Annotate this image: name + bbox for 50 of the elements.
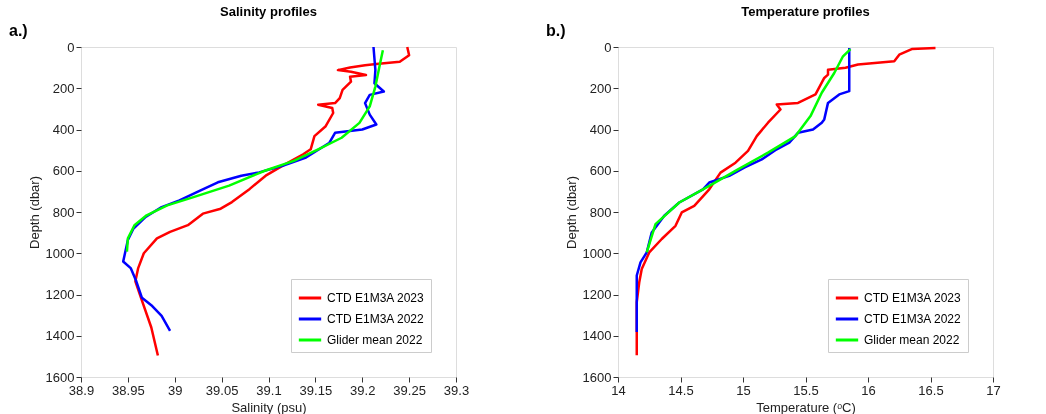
x-tick-label: 39.25	[393, 382, 426, 398]
y-tick-label: 400	[589, 122, 612, 137]
line-series	[125, 49, 385, 253]
x-tick-label: 38.95	[112, 382, 145, 398]
x-tick-label: 39.2	[350, 382, 376, 398]
legend-label: Glider mean 2022	[327, 333, 423, 347]
x-tick-label: 17	[986, 382, 1001, 398]
y-axis-title: Depth (dbar)	[563, 176, 579, 249]
line-series	[645, 47, 852, 254]
x-tick-label: 15	[736, 382, 751, 398]
x-tick-label: 14	[611, 382, 626, 398]
y-tick-label: 1600	[582, 369, 612, 385]
y-tick-label: 800	[589, 204, 612, 220]
x-tick-label: 39.05	[205, 382, 239, 398]
legend-label: CTD E1M3A 2022	[327, 312, 425, 326]
chart-title: Temperature profiles	[741, 4, 870, 19]
y-tick-label: 0	[67, 39, 75, 55]
legend-label: CTD E1M3A 2022	[864, 312, 962, 326]
x-tick-label: 39.3	[443, 382, 470, 398]
x-tick-label: 14.5	[668, 382, 694, 398]
chart-title: Salinity profiles	[220, 4, 317, 19]
x-tick-label: 39	[168, 382, 183, 398]
y-tick-label: 1000	[45, 245, 75, 261]
x-tick-label: 15.5	[793, 382, 819, 398]
x-tick-label: 39.1	[256, 382, 282, 398]
y-tick-label: 200	[589, 80, 612, 96]
y-tick-label: 600	[52, 163, 75, 179]
y-tick-label: 1000	[582, 245, 612, 261]
y-tick-label: 1600	[45, 369, 75, 385]
x-tick-label: 39.15	[299, 382, 333, 398]
legend-label: Glider mean 2022	[864, 333, 960, 347]
y-tick-label: 1200	[45, 287, 75, 302]
y-tick-label: 200	[52, 80, 75, 96]
y-axis-title: Depth (dbar)	[26, 176, 42, 249]
x-tick-label: 38.9	[68, 382, 95, 398]
y-tick-label: 1200	[582, 287, 612, 302]
y-tick-label: 400	[52, 122, 75, 137]
x-tick-label: 16.5	[918, 382, 944, 398]
legend-label: CTD E1M3A 2023	[864, 291, 962, 305]
x-axis-title: Temperature (ᵒC)	[756, 399, 856, 414]
y-tick-label: 1400	[582, 328, 612, 344]
legend-label: CTD E1M3A 2023	[327, 291, 425, 305]
x-axis-title: Salinity (psu)	[231, 399, 307, 414]
y-tick-label: 600	[589, 163, 612, 179]
text: a.)	[9, 22, 28, 39]
text: b.)	[546, 22, 566, 39]
x-tick-label: 16	[861, 382, 876, 398]
y-tick-label: 800	[52, 204, 75, 220]
y-tick-label: 1400	[45, 328, 75, 344]
y-tick-label: 0	[604, 39, 612, 55]
